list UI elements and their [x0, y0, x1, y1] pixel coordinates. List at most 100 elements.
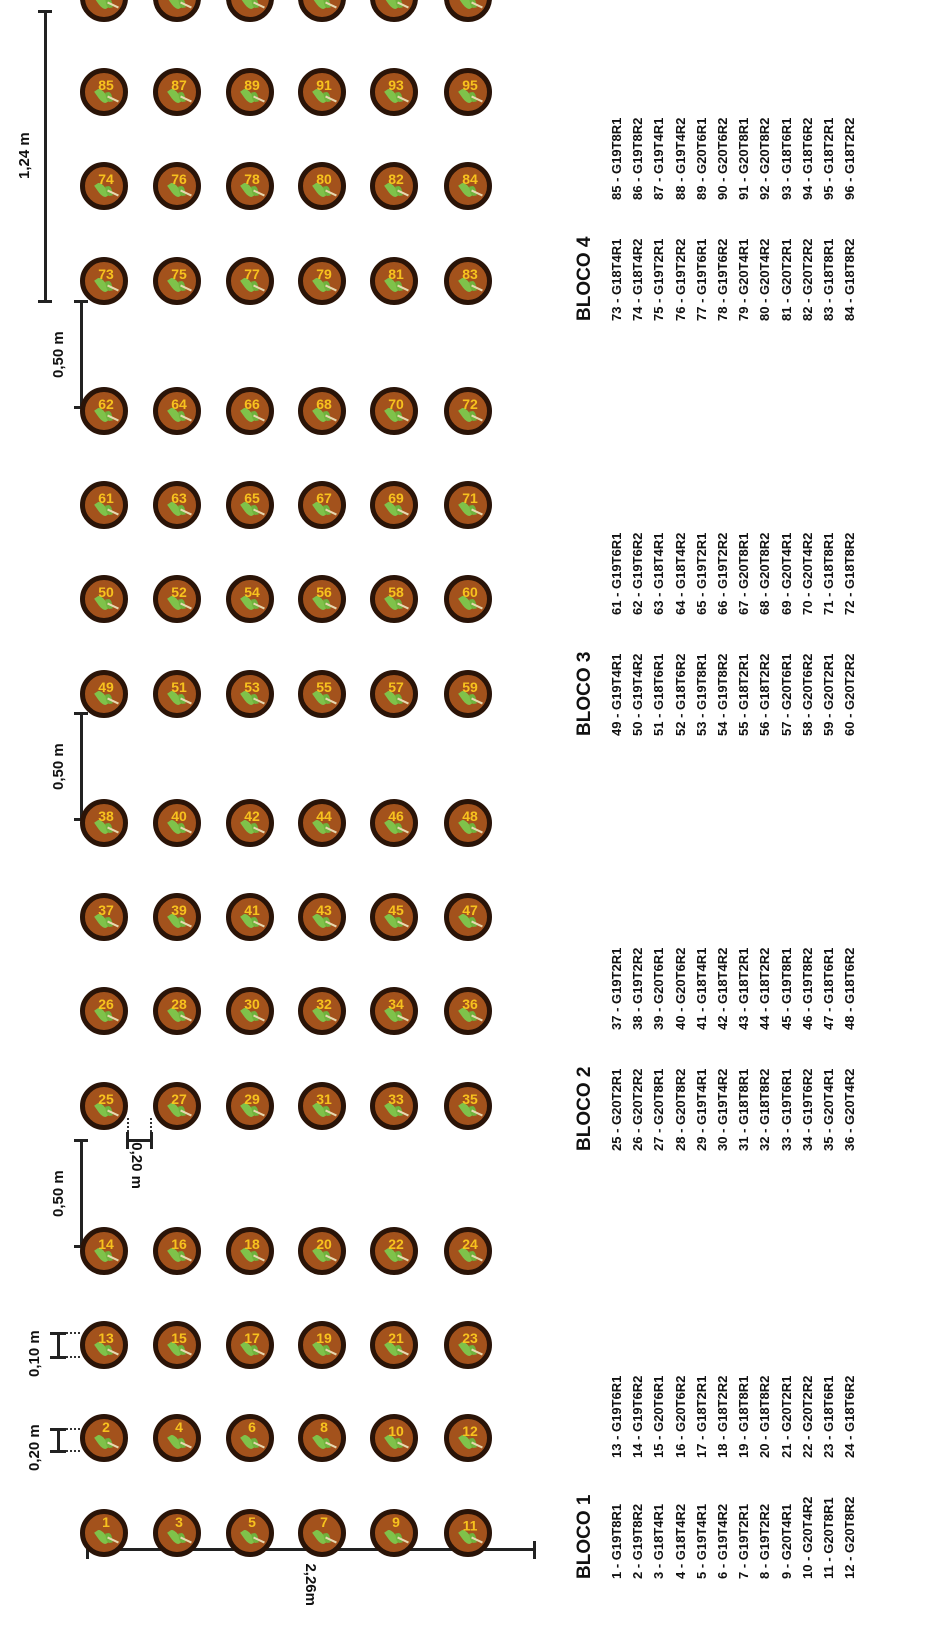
- row-gap-dot-b: [150, 1118, 152, 1132]
- pot-number: 29: [244, 1090, 260, 1107]
- legend-entry: 8 - G19T2R2: [757, 1503, 773, 1579]
- plant-pot: 78: [226, 162, 274, 210]
- legend-entry: 6 - G19T4R2: [714, 1503, 730, 1579]
- plant-pot: 64: [153, 387, 201, 435]
- pot-number: 78: [244, 170, 260, 187]
- plant-pot: 48: [444, 799, 492, 847]
- plant-pot: 69: [370, 481, 418, 529]
- pot-gap-dot-b: [66, 1428, 80, 1430]
- plant-pot: 65: [226, 481, 274, 529]
- plant-pot: 44: [298, 799, 346, 847]
- plant-pot: 53: [226, 670, 274, 718]
- plant-pot: 37: [80, 893, 128, 941]
- legend-entry: 59 - G20T2R1: [820, 653, 836, 736]
- legend-entry: 33 - G19T6R1: [778, 1068, 794, 1151]
- plant-pot: 2: [80, 1414, 128, 1462]
- length-dim-tick-a: [38, 300, 52, 303]
- pot-number: 81: [388, 265, 404, 282]
- pot-number: 11: [462, 1517, 478, 1534]
- legend-entry: 57 - G20T6R1: [778, 653, 794, 736]
- legend-entry: 11 - G20T8R1: [820, 1497, 836, 1579]
- legend-entry: 16 - G20T6R2: [672, 1375, 688, 1458]
- plant-pot: 25: [80, 1082, 128, 1130]
- pot-number: 12: [462, 1422, 478, 1439]
- length-dim-label: 1,24 m: [16, 132, 33, 179]
- pot-number: 62: [98, 395, 114, 412]
- plant-pot: 94: [370, 0, 418, 22]
- plant-pot: 59: [444, 670, 492, 718]
- legend-entry: 64 - G18T4R2: [672, 532, 688, 615]
- legend-entry: 75 - G19T2R1: [651, 238, 667, 321]
- plant-pot: 68: [298, 387, 346, 435]
- pot-number: 87: [171, 76, 187, 93]
- legend-entry: 43 - G18T2R1: [736, 947, 752, 1030]
- legend-entry: 95 - G18T2R1: [820, 117, 836, 200]
- legend-entry: 72 - G18T8R2: [842, 532, 858, 615]
- pot-number: 19: [316, 1329, 332, 1346]
- plant-pot: 93: [370, 68, 418, 116]
- gap-dim-line-1: [80, 1140, 83, 1248]
- legend-entry: 55 - G18T2R1: [736, 653, 752, 736]
- plant-pot: 88: [153, 0, 201, 22]
- legend-entry: 49 - G19T4R1: [609, 653, 624, 736]
- plant-pot: 20: [298, 1227, 346, 1275]
- pot-number: 5: [248, 1513, 256, 1530]
- pot-number: 14: [98, 1235, 114, 1252]
- width-dim-tick-bottom: [533, 1541, 536, 1559]
- pot-gap-dim-line: [57, 1428, 60, 1453]
- pot-number: 49: [98, 678, 114, 695]
- pot-number: 18: [244, 1235, 260, 1252]
- plant-pot: 60: [444, 575, 492, 623]
- legend-entry: 36 - G20T4R2: [842, 1068, 858, 1151]
- legend-entry: 51 - G18T6R1: [651, 653, 667, 736]
- pot-number: 37: [98, 901, 114, 918]
- plant-pot: 41: [226, 893, 274, 941]
- gap-dim-label-3: 0,50 m: [50, 331, 67, 378]
- legend-column: 25 - G20T2R1 26 - G20T2R2 27 - G20T8R1 28 -…: [606, 1069, 860, 1151]
- pot-number: 23: [462, 1329, 478, 1346]
- plant-pot: 66: [226, 387, 274, 435]
- pot-number: 22: [388, 1235, 404, 1252]
- legend-entry: 52 - G18T6R2: [672, 653, 688, 736]
- pot-number: 64: [171, 395, 187, 412]
- plant-pot: 83: [444, 257, 492, 305]
- pot-gap-dot-a: [66, 1450, 80, 1452]
- plant-pot: 29: [226, 1082, 274, 1130]
- pot-number: 91: [316, 76, 332, 93]
- pot-number: 32: [316, 995, 332, 1012]
- plant-pot: 3: [153, 1509, 201, 1557]
- legend-entry: 56 - G18T2R2: [757, 653, 773, 736]
- plant-pot: 30: [226, 987, 274, 1035]
- plant-pot: 21: [370, 1321, 418, 1369]
- block-title: BLOCO 2: [574, 1066, 595, 1151]
- pot-number: 16: [171, 1235, 187, 1252]
- legend-entry: 13 - G19T6R1: [609, 1375, 624, 1458]
- plant-pot: 96: [444, 0, 492, 22]
- legend-entry: 47 - G18T6R1: [820, 947, 836, 1030]
- legend-entry: 77 - G19T6R1: [693, 238, 709, 321]
- legend-entry: 10 - G20T4R2: [799, 1496, 815, 1579]
- pot-number: 80: [316, 170, 332, 187]
- pot-number: 50: [98, 583, 114, 600]
- plant-pot: 33: [370, 1082, 418, 1130]
- pot-number: 93: [388, 76, 404, 93]
- pot-number: 47: [462, 901, 478, 918]
- plant-pot: 76: [153, 162, 201, 210]
- legend-entry: 14 - G19T6R2: [630, 1375, 646, 1458]
- legend-entry: 71 - G18T8R1: [820, 532, 836, 615]
- pot-number: 67: [316, 489, 332, 506]
- legend-entry: 27 - G20T8R1: [651, 1068, 667, 1151]
- legend-entry: 69 - G20T4R1: [778, 532, 794, 615]
- legend-entry: 45 - G19T8R1: [778, 947, 794, 1030]
- legend-entry: 4 - G18T4R2: [672, 1503, 688, 1579]
- pot-number: 41: [244, 901, 260, 918]
- legend-entry: 28 - G20T8R2: [672, 1068, 688, 1151]
- plant-pot: 90: [226, 0, 274, 22]
- legend-entry: 9 - G20T4R1: [778, 1503, 794, 1579]
- pot-number: 72: [462, 395, 478, 412]
- plant-pot: 57: [370, 670, 418, 718]
- plant-pot: 95: [444, 68, 492, 116]
- legend-entry: 93 - G18T6R1: [778, 117, 794, 200]
- legend-entry: 96 - G18T2R2: [842, 117, 858, 200]
- width-dim-label: 2,26m: [302, 1563, 319, 1606]
